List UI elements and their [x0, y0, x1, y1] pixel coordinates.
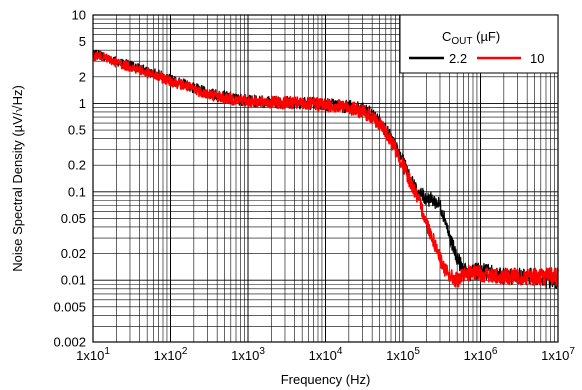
series-line-10	[92, 50, 559, 288]
legend-title-sub: OUT	[451, 36, 472, 47]
x-tick-label: 1x103	[231, 346, 265, 363]
y-tick-label: 0.01	[61, 273, 86, 288]
y-tick-label: 0.5	[68, 123, 86, 138]
legend-box	[399, 14, 559, 74]
legend-title-main: C	[442, 29, 451, 44]
series-group	[92, 49, 559, 289]
y-tick-label: 0.002	[53, 335, 86, 350]
x-tick-label: 1x104	[309, 346, 343, 363]
y-tick-label: 0.005	[53, 299, 86, 314]
y-tick-label: 0.2	[68, 158, 86, 173]
y-tick-label: 0.02	[61, 246, 86, 261]
x-tick-label: 1x107	[541, 346, 575, 363]
y-tick-label: 2	[79, 69, 86, 84]
x-tick-label: 1x106	[464, 346, 498, 363]
y-tick-label: 5	[79, 34, 86, 49]
x-tick-label: 1x105	[386, 346, 420, 363]
x-tick-label: 1x102	[154, 346, 188, 363]
x-tick-label: 1x101	[76, 346, 110, 363]
legend-title-unit: (µF)	[473, 29, 501, 44]
y-tick-label: 0.1	[68, 184, 86, 199]
legend-label-2p2: 2.2	[449, 51, 467, 66]
y-tick-label: 10	[72, 8, 86, 23]
x-axis-title: Frequency (Hz)	[281, 372, 371, 387]
plot-frame	[92, 14, 559, 343]
tick-labels: 1x101 1x102 1x103 1x104 1x105 1x106 1x107 10 5 2 1…	[53, 8, 575, 364]
legend: COUT (µF) 2.2 10	[399, 14, 559, 74]
y-axis-title: Noise Spectral Density (µV/√Hz)	[10, 85, 25, 272]
y-tick-label: 1	[79, 96, 86, 111]
y-tick-label: 0.05	[61, 211, 86, 226]
legend-label-10: 10	[530, 51, 544, 66]
legend-title: COUT (µF)	[442, 29, 500, 47]
